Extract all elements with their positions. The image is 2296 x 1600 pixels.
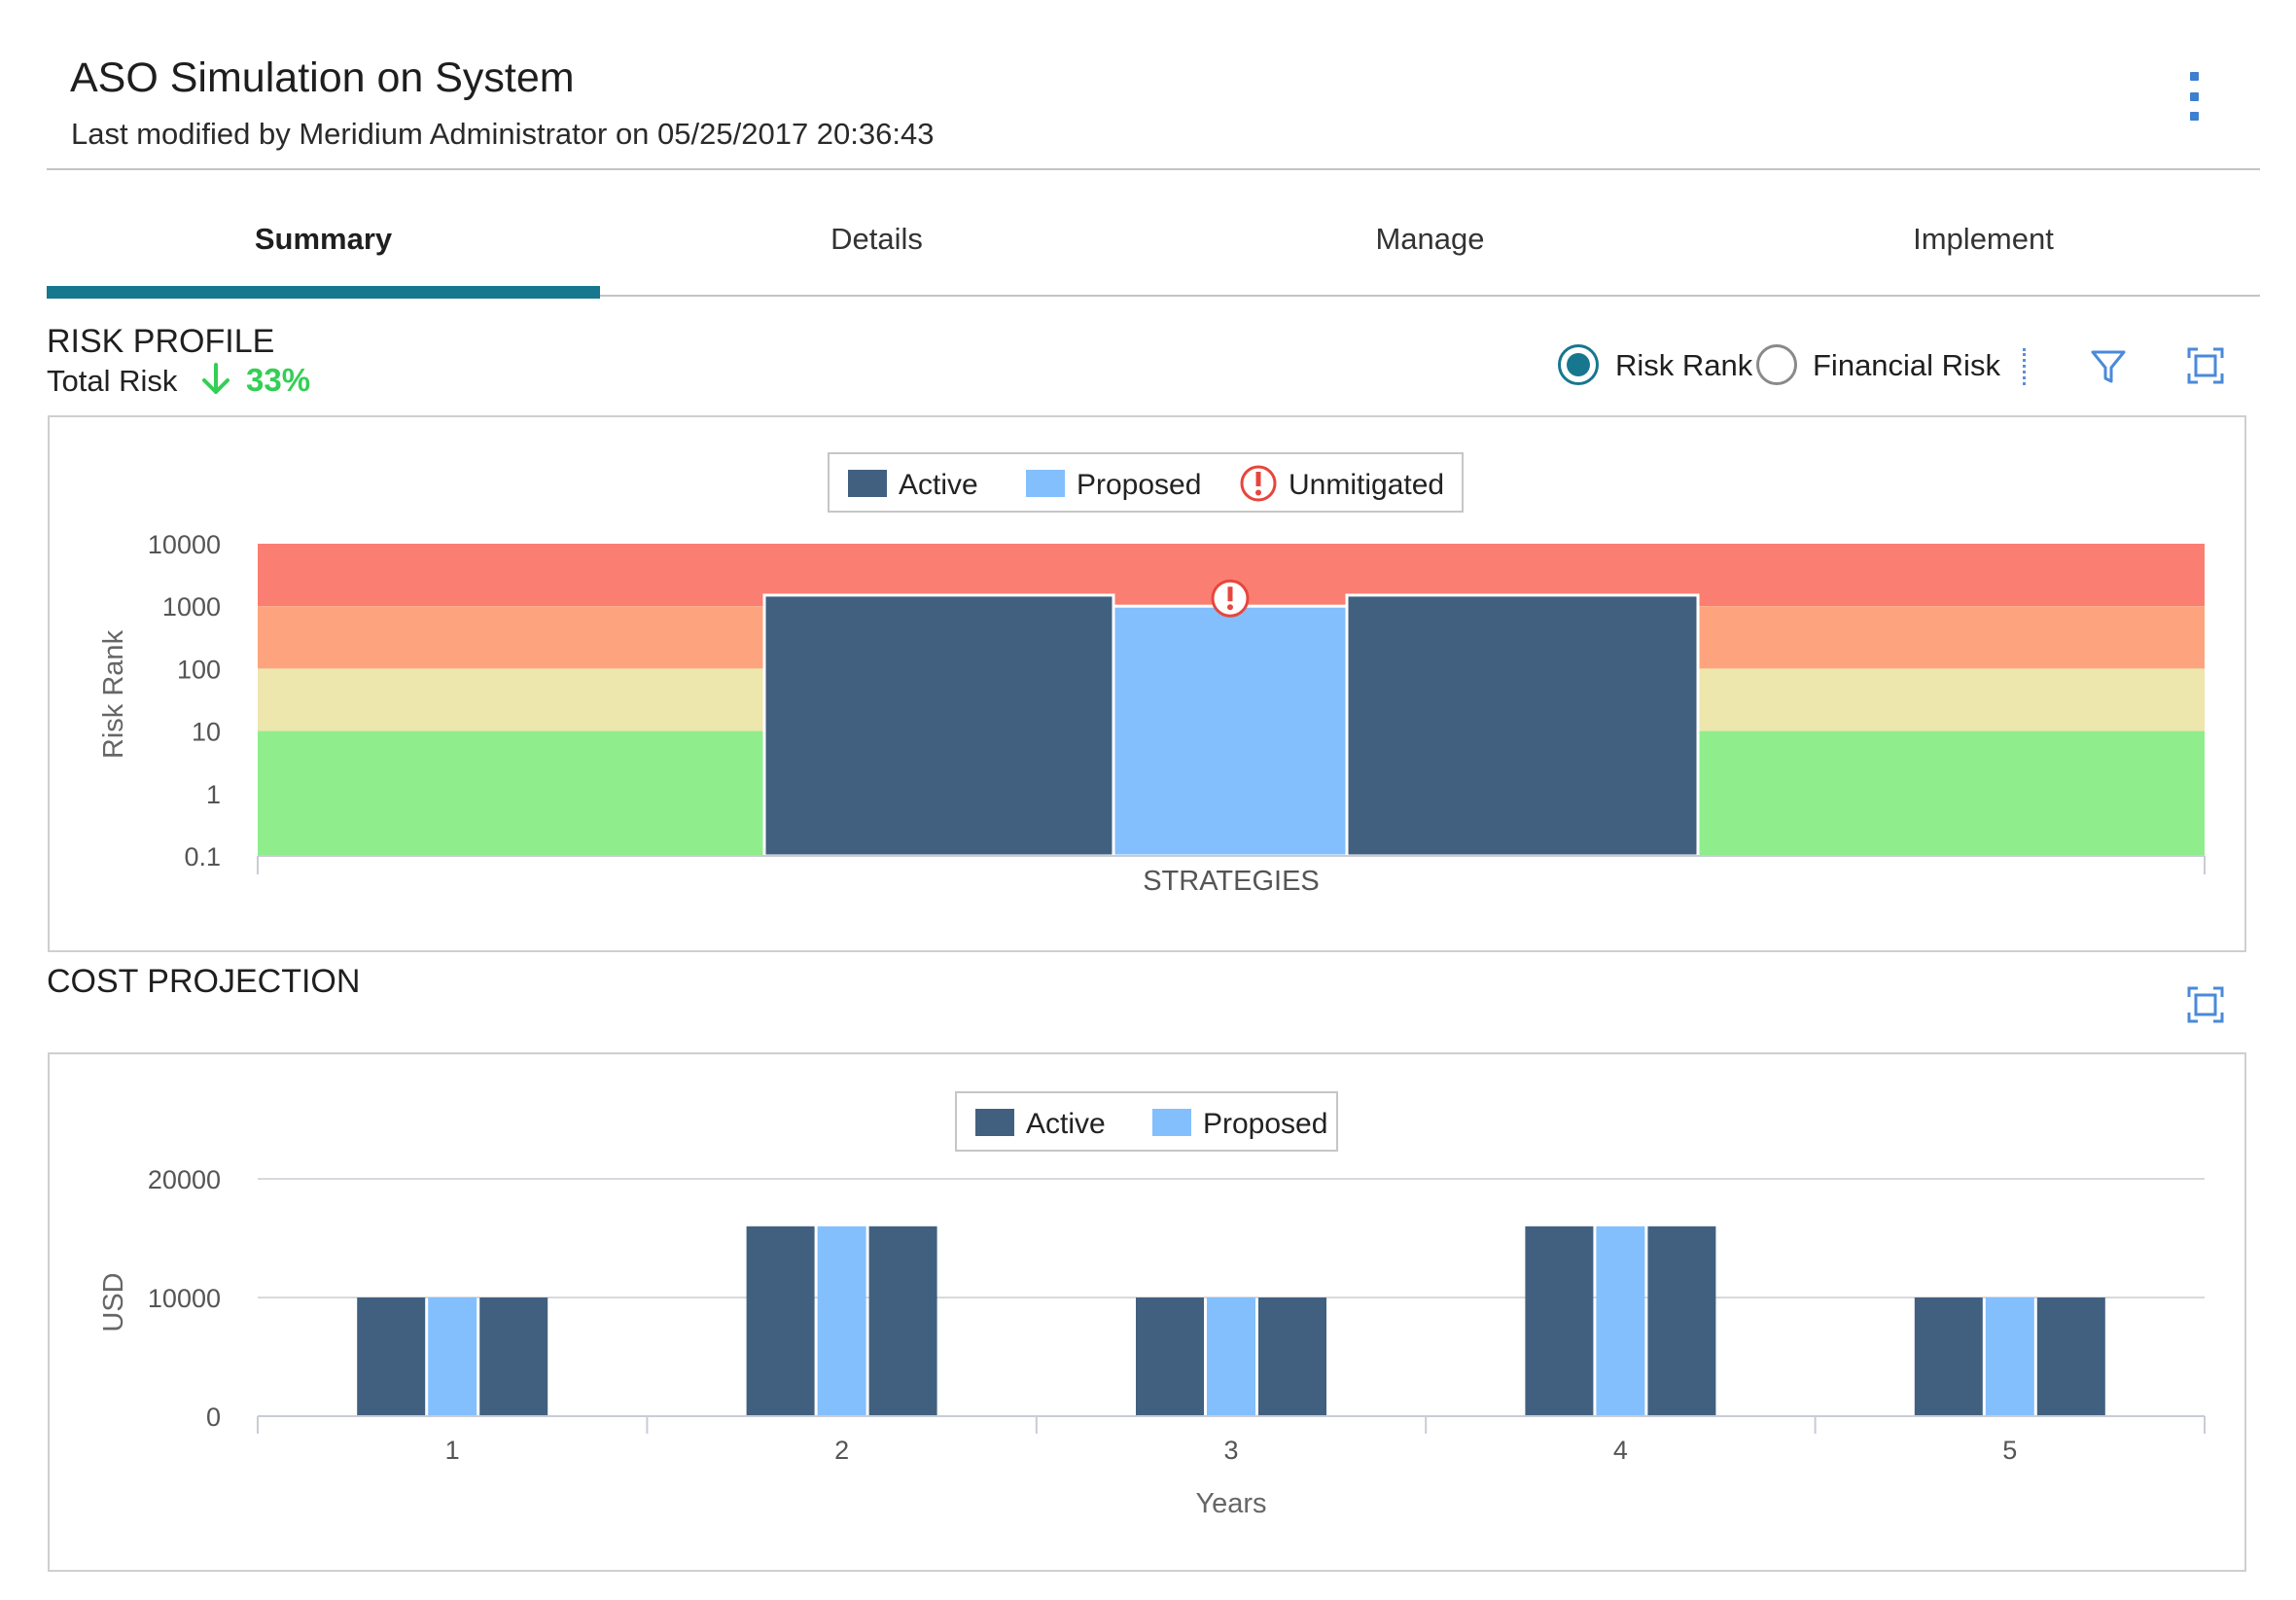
x-tick-label: 1 — [445, 1436, 460, 1465]
tab-bar: Summary Details Manage Implement — [47, 204, 2260, 298]
risk-profile-chart-panel: 10000 1000 100 10 1 0.1 STRATEGIES Risk Rank … — [48, 415, 2246, 952]
tab-manage[interactable]: Manage — [1375, 222, 1485, 256]
bar-active[interactable] — [1525, 1226, 1594, 1416]
bar-active[interactable] — [2036, 1298, 2105, 1416]
bar-active[interactable] — [1914, 1298, 1983, 1416]
legend-label-proposed: Proposed — [1077, 469, 1201, 501]
bar-active[interactable] — [868, 1226, 937, 1416]
legend-label-active: Active — [899, 469, 978, 501]
y-tick-label: 10000 — [148, 530, 221, 559]
x-axis-label: Years — [1195, 1488, 1266, 1519]
kebab-menu-icon[interactable] — [2174, 72, 2213, 121]
y-tick-label: 10000 — [148, 1284, 221, 1313]
legend-swatch-proposed — [1026, 470, 1065, 497]
total-risk-label: Total Risk — [47, 364, 178, 398]
bar-active[interactable] — [762, 593, 1115, 858]
expand-icon[interactable] — [2186, 346, 2225, 390]
y-tick-label: 1000 — [162, 592, 221, 622]
bar-proposed[interactable] — [1985, 1298, 2034, 1416]
legend-swatch-proposed — [1152, 1109, 1191, 1136]
y-tick-label: 20000 — [148, 1165, 221, 1194]
x-tick-label: 3 — [1223, 1436, 1238, 1465]
y-tick-label: 1 — [206, 780, 221, 809]
legend-swatch-active — [848, 470, 887, 497]
arrow-down-icon — [199, 362, 232, 402]
tab-summary[interactable]: Summary — [254, 222, 393, 256]
cost-projection-chart: 20000 10000 0 1 2 3 4 5 Years USD Active Propos… — [98, 1091, 2206, 1519]
tab-details[interactable]: Details — [830, 222, 923, 256]
bar-proposed[interactable] — [817, 1226, 866, 1416]
header-divider — [47, 168, 2260, 170]
bar-active[interactable] — [357, 1298, 426, 1416]
risk-rank-radio-label[interactable]: Risk Rank — [1615, 348, 1753, 382]
active-tab-indicator — [47, 286, 600, 299]
bar-proposed[interactable] — [428, 1298, 477, 1416]
expand-icon[interactable] — [2186, 985, 2225, 1029]
bar-active[interactable] — [1647, 1226, 1716, 1416]
bar-proposed[interactable] — [1596, 1226, 1645, 1416]
tabs-divider — [47, 295, 2260, 297]
x-tick-label: 2 — [834, 1436, 849, 1465]
total-risk-change: 33% — [246, 362, 311, 398]
toolbar-separator — [2023, 348, 2026, 385]
y-tick-label: 0.1 — [184, 842, 221, 871]
y-tick-label: 100 — [177, 655, 221, 684]
financial-risk-radio-label[interactable]: Financial Risk — [1813, 348, 2000, 382]
risk-rank-radio[interactable] — [1558, 344, 1599, 385]
chart-legend: Active Proposed Unmitigated — [828, 452, 1464, 513]
last-modified-text: Last modified by Meridium Administrator … — [71, 117, 935, 151]
legend-swatch-active — [975, 1109, 1014, 1136]
bar-active[interactable] — [1136, 1298, 1204, 1416]
filter-icon[interactable] — [2089, 348, 2128, 390]
y-axis-label: USD — [98, 1272, 129, 1332]
cost-projection-chart-panel: 20000 10000 0 1 2 3 4 5 Years USD Active Propos… — [48, 1052, 2246, 1572]
financial-risk-radio[interactable] — [1756, 344, 1797, 385]
y-axis-label: Risk Rank — [98, 629, 129, 759]
x-tick-label: 4 — [1613, 1436, 1628, 1465]
x-tick-label: 5 — [2002, 1436, 2017, 1465]
y-tick-label: 10 — [192, 718, 221, 747]
page-title: ASO Simulation on System — [70, 54, 575, 101]
bar-proposed[interactable] — [1112, 604, 1349, 858]
legend-label-unmitigated: Unmitigated — [1289, 469, 1444, 501]
tab-implement[interactable]: Implement — [1913, 222, 2054, 256]
bar-active[interactable] — [479, 1298, 548, 1416]
chart-legend: Active Proposed — [955, 1091, 1338, 1152]
legend-label-proposed: Proposed — [1203, 1108, 1327, 1140]
unmitigated-marker-icon[interactable] — [1211, 579, 1250, 618]
unmitigated-legend-icon — [1240, 465, 1277, 502]
bar-active[interactable] — [1258, 1298, 1326, 1416]
bar-proposed[interactable] — [1207, 1298, 1255, 1416]
legend-label-active: Active — [1026, 1108, 1106, 1140]
x-axis-label: STRATEGIES — [1143, 866, 1320, 897]
bar-active[interactable] — [746, 1226, 815, 1416]
y-tick-label: 0 — [206, 1403, 221, 1432]
risk-profile-heading: RISK PROFILE — [47, 323, 275, 360]
bar-active[interactable] — [1345, 593, 1700, 858]
cost-projection-heading: COST PROJECTION — [47, 963, 361, 1000]
